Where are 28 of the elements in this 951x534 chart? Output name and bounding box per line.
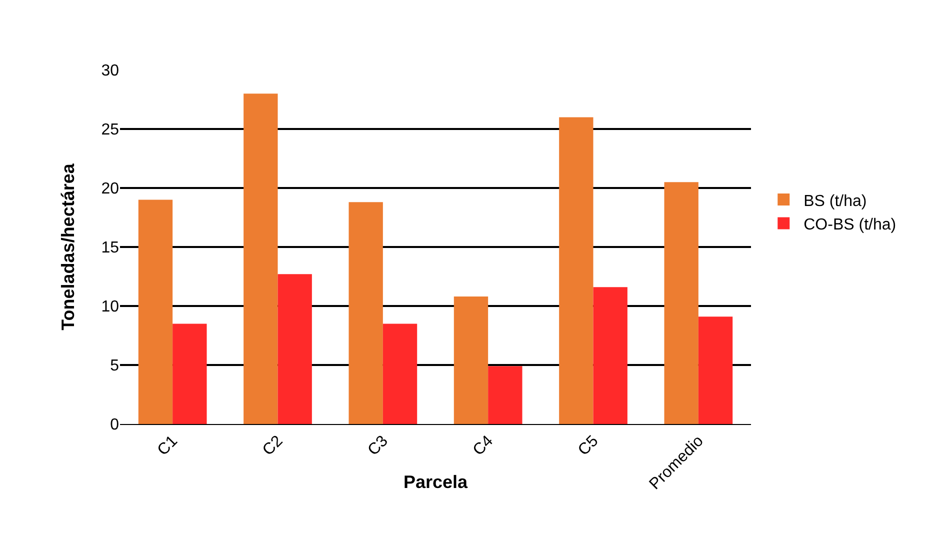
bar <box>138 200 173 424</box>
y-tick-label: 5 <box>110 358 120 375</box>
bar <box>559 117 594 424</box>
y-tick-label: 30 <box>101 62 120 80</box>
x-tick-label: C5 <box>575 432 602 460</box>
bar <box>593 287 628 424</box>
bar <box>488 366 522 424</box>
y-tick-label: 0 <box>110 416 120 434</box>
y-tick-label: 15 <box>101 240 120 257</box>
legend-label: CO-BS (t/ha) <box>804 216 896 234</box>
x-tick-label: C4 <box>470 432 497 460</box>
legend-label: BS (t/ha) <box>804 192 867 210</box>
x-tick-label: C1 <box>154 432 182 460</box>
bar <box>348 202 383 424</box>
bar <box>244 94 278 424</box>
bar <box>382 324 418 424</box>
bar <box>172 324 207 424</box>
y-axis-title: Toneladas/hectárea <box>58 162 78 330</box>
bar <box>454 296 488 424</box>
y-tick-label: 20 <box>101 180 120 198</box>
bar <box>664 182 698 424</box>
bar <box>278 274 312 424</box>
bar <box>698 316 733 424</box>
x-tick-label: C2 <box>260 432 286 460</box>
x-axis-title: Parcela <box>403 472 469 492</box>
x-tick-label: C3 <box>364 432 392 460</box>
y-tick-label: 25 <box>101 122 120 139</box>
y-tick-label: 10 <box>101 298 120 316</box>
